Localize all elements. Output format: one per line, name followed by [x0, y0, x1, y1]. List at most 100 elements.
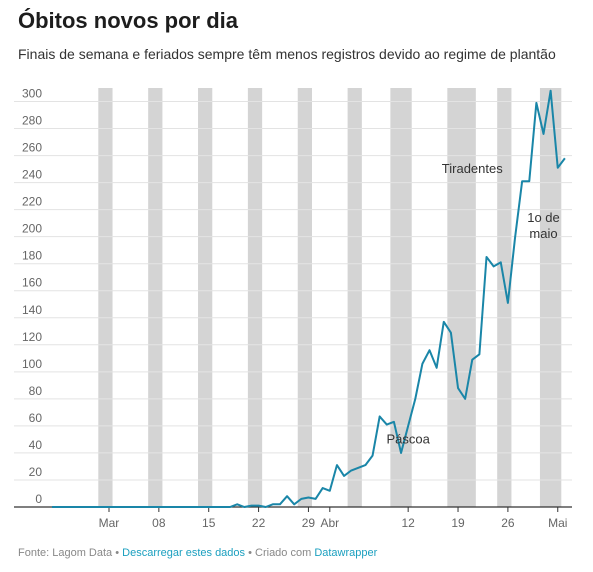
chart-subtitle: Finais de semana e feriados sempre têm m… [18, 46, 556, 62]
data-point [292, 502, 297, 507]
made-with-text: Criado com [255, 547, 315, 559]
footer-separator: • [112, 547, 123, 559]
data-point [370, 453, 375, 458]
data-point [71, 505, 76, 510]
data-point [470, 357, 475, 362]
data-point [50, 505, 55, 510]
annotation-line: 1o de [527, 210, 560, 225]
data-point [57, 505, 62, 510]
data-point [78, 505, 83, 510]
x-tick-label: Mar [99, 516, 120, 530]
data-point [285, 494, 290, 499]
data-point [505, 300, 510, 305]
weekend-band [539, 88, 562, 507]
y-tick-label: 100 [22, 357, 42, 371]
y-tick-label: 280 [22, 114, 42, 128]
weekend-band [447, 88, 476, 507]
y-tick-label: 200 [22, 222, 42, 236]
y-tick-label: 80 [29, 384, 43, 398]
series-line [52, 89, 566, 508]
data-point [142, 505, 147, 510]
data-point [534, 100, 539, 105]
data-point [377, 414, 382, 419]
y-tick-label: 20 [29, 465, 43, 479]
y-tick-label: 140 [22, 303, 42, 317]
data-point [406, 423, 411, 428]
data-point [106, 505, 111, 510]
y-tick-label: 60 [29, 411, 43, 425]
annotation-label: Páscoa [386, 431, 430, 446]
data-point [399, 450, 404, 455]
data-point [434, 365, 439, 370]
annotations: Páscoa Tiradentes 1o de maio [386, 161, 559, 446]
data-point [306, 495, 311, 500]
data-point [135, 505, 140, 510]
data-point [249, 503, 254, 508]
data-point [320, 486, 325, 491]
data-point [64, 505, 69, 510]
data-point [420, 361, 425, 366]
data-point [456, 386, 461, 391]
data-point [270, 502, 275, 507]
data-point [413, 396, 418, 401]
data-point [92, 505, 97, 510]
data-point [491, 264, 496, 269]
x-tick-label: 19 [451, 516, 465, 530]
chart-title: Óbitos novos por dia [18, 8, 239, 33]
y-tick-label: 260 [22, 141, 42, 155]
grid-lines [14, 101, 572, 481]
data-point [555, 165, 560, 170]
data-point [256, 503, 261, 508]
data-point [334, 463, 339, 468]
annotation-label: 1o de maio [527, 210, 560, 241]
data-point [498, 260, 503, 265]
weekend-band [390, 88, 412, 507]
weekend-band [497, 88, 512, 507]
x-tick-label: 29 [302, 516, 316, 530]
weekend-band [247, 88, 263, 507]
data-point [185, 505, 190, 510]
x-tick-label: 15 [202, 516, 216, 530]
data-point [263, 505, 268, 510]
data-point [448, 330, 453, 335]
y-axis-labels: 0 20 40 60 80 100 120 140 160 180 200 220 240 260 280 3… [22, 87, 42, 506]
weekend-band [297, 88, 312, 507]
data-point [356, 465, 361, 470]
y-tick-label: 160 [22, 276, 42, 290]
x-tick-label: 12 [401, 516, 415, 530]
data-point [163, 505, 168, 510]
data-point [363, 463, 368, 468]
data-point [206, 505, 211, 510]
data-point [199, 505, 204, 510]
data-point [527, 179, 532, 184]
weekend-band [347, 88, 362, 507]
data-point [128, 505, 133, 510]
data-point [149, 505, 154, 510]
data-point [484, 254, 489, 259]
y-tick-label: 220 [22, 195, 42, 209]
data-point [121, 505, 126, 510]
data-point [427, 348, 432, 353]
download-data-link[interactable]: Descarregar estes dados [122, 547, 246, 559]
data-point [541, 131, 546, 136]
annotation-line: Tiradentes [442, 161, 503, 176]
data-point [156, 505, 161, 510]
data-point [391, 419, 396, 424]
x-tick-label: Abr [320, 516, 339, 530]
data-point [562, 156, 567, 161]
datawrapper-link[interactable]: Datawrapper [314, 547, 378, 559]
footer-separator: • [245, 547, 256, 559]
x-tick-label: 08 [152, 516, 166, 530]
weekend-band [198, 88, 213, 507]
annotation-line: Páscoa [386, 431, 430, 446]
data-point [235, 502, 240, 507]
y-tick-label: 300 [22, 87, 42, 101]
y-tick-label: 0 [35, 492, 42, 506]
data-point [349, 468, 354, 473]
data-point [513, 236, 518, 241]
y-tick-label: 240 [22, 168, 42, 182]
data-point [463, 396, 468, 401]
data-point [327, 488, 332, 493]
line-chart: 0 20 40 60 80 100 120 140 160 180 200 220 240 260 280 3… [14, 87, 572, 530]
data-point [313, 496, 318, 501]
